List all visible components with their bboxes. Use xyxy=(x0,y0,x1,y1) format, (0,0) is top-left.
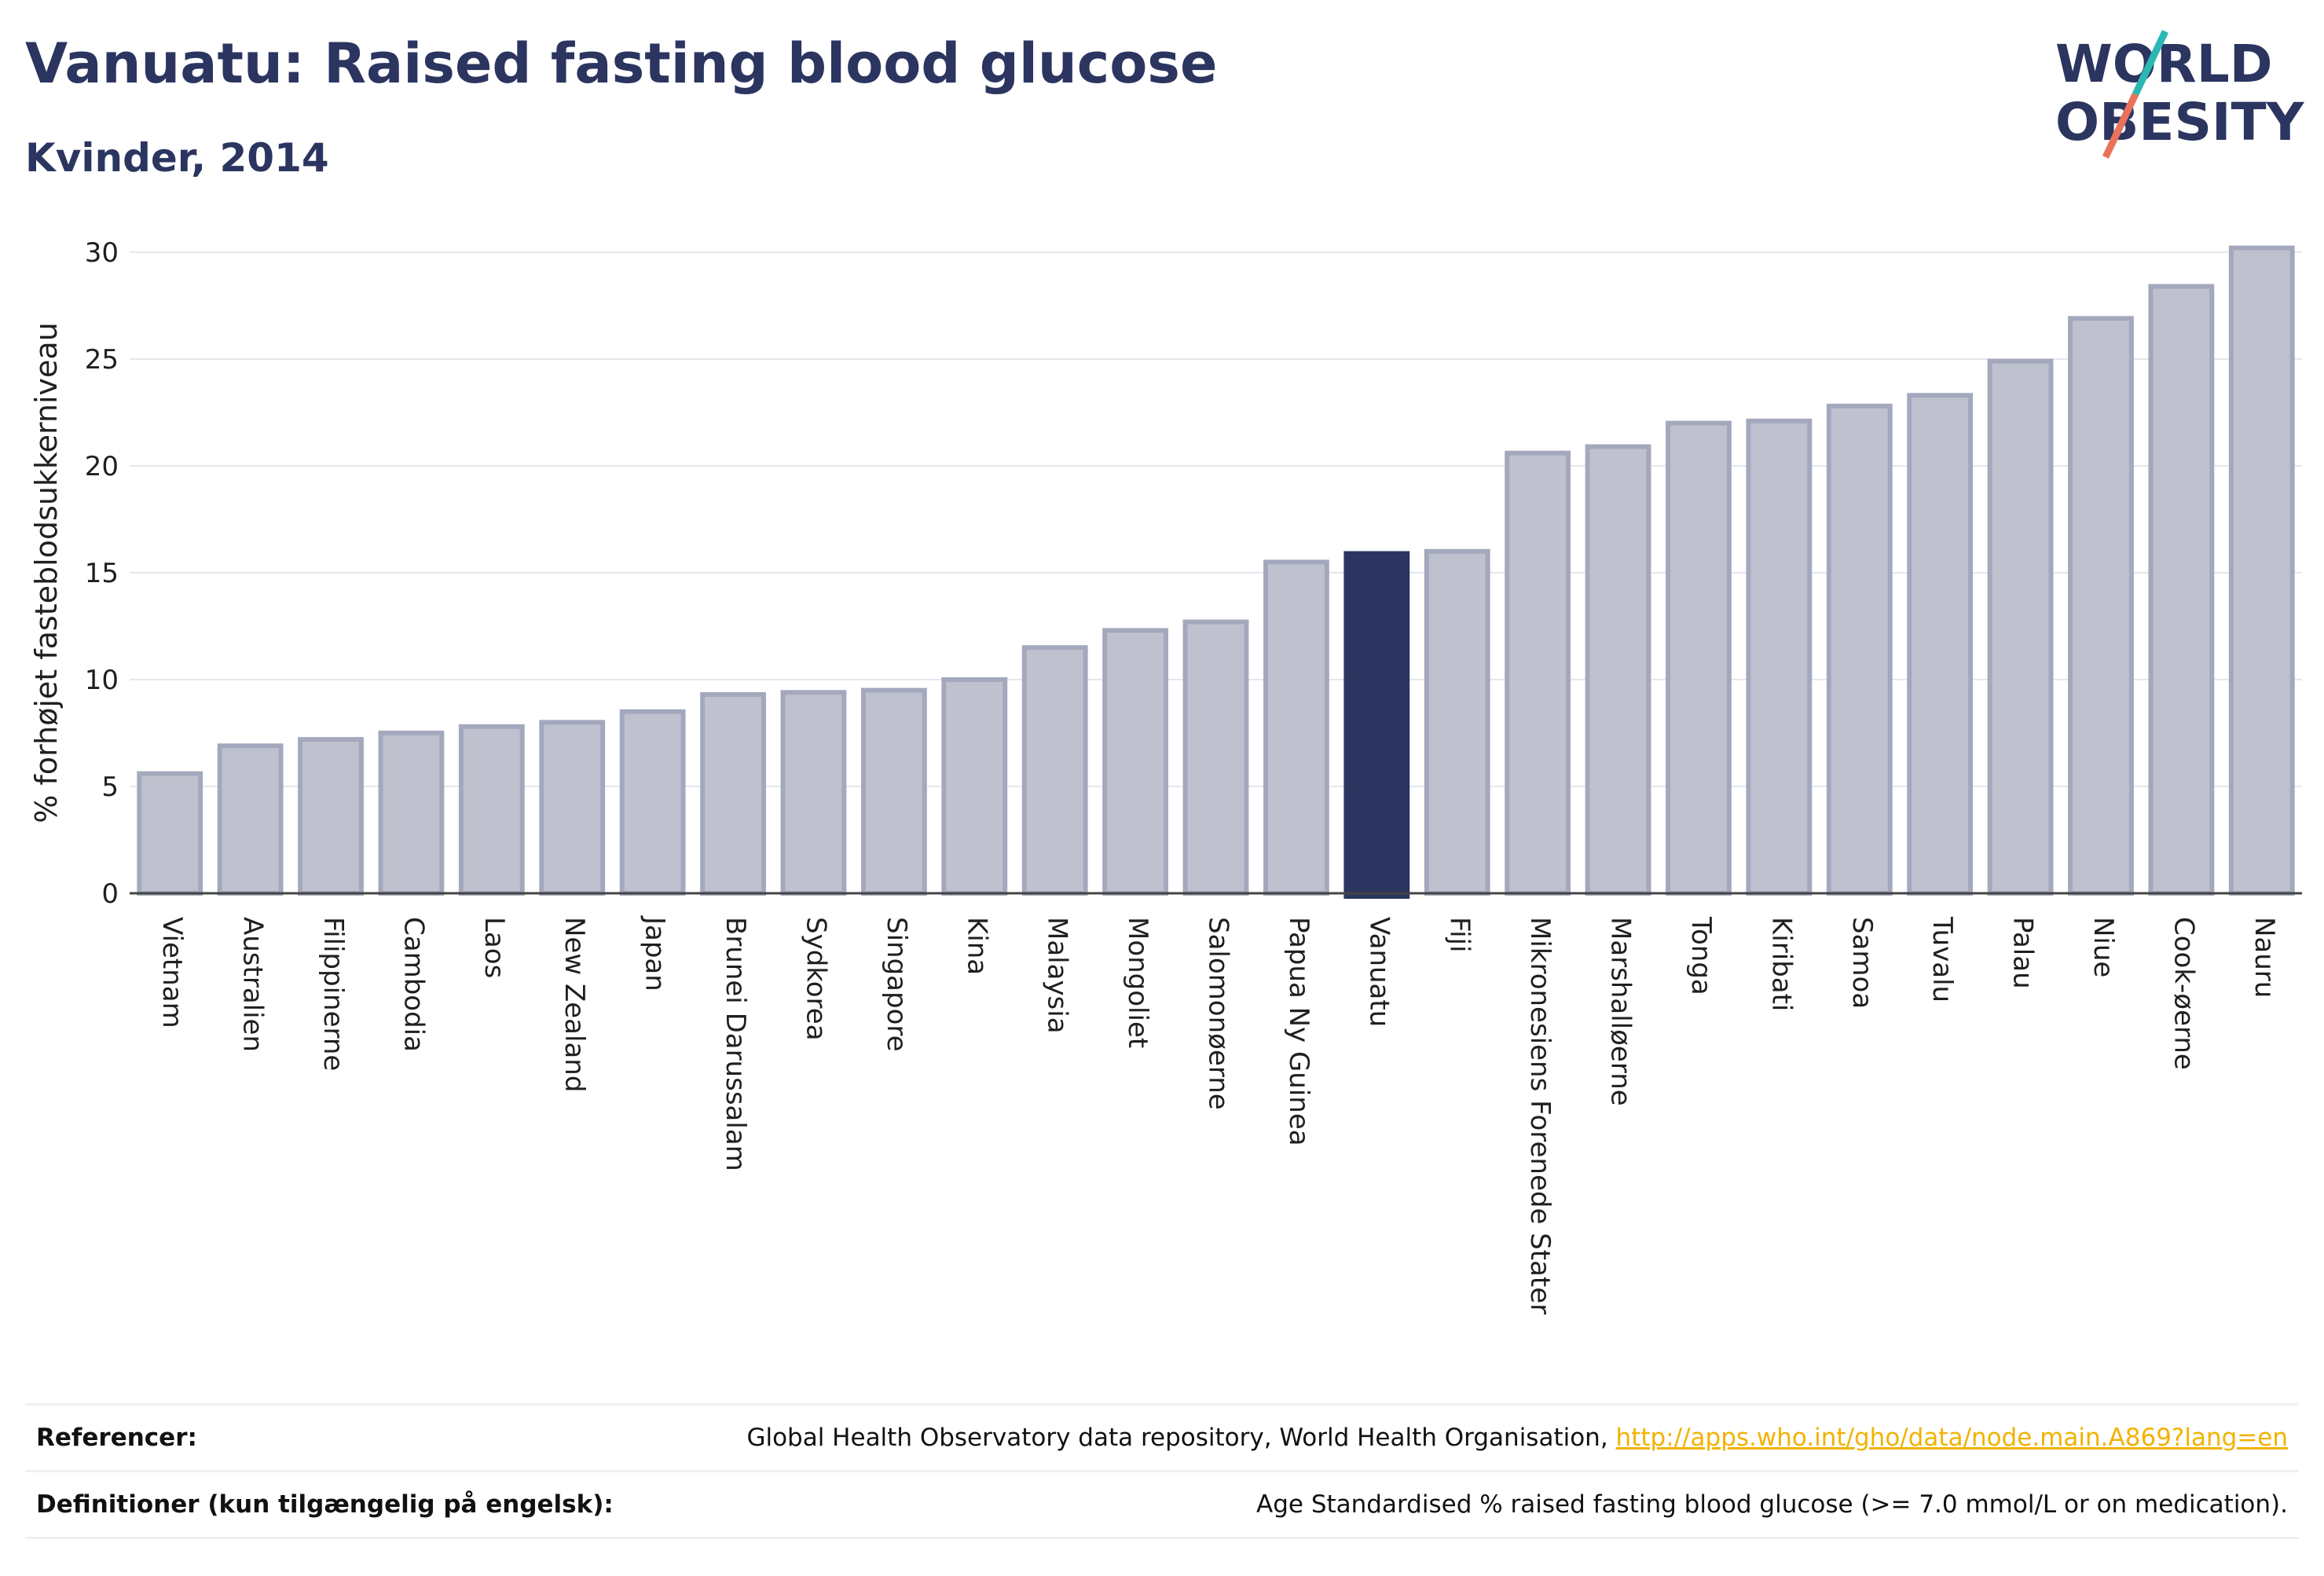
x-tick-label: Laos xyxy=(478,917,510,978)
x-tick-label: Mongoliet xyxy=(1122,917,1153,1048)
x-tick-label: Cambodia xyxy=(398,917,429,1052)
y-tick-labels: 0 5 10 15 20 25 30 xyxy=(85,237,119,910)
bar[interactable] xyxy=(378,731,445,896)
bar[interactable] xyxy=(137,771,203,896)
footer-table: Referencer: Global Health Observatory da… xyxy=(25,1403,2299,1539)
definitions-label: Definitioner (kun tilgængelig på engelsk… xyxy=(36,1490,614,1519)
bar[interactable] xyxy=(1666,420,1732,896)
y-tick-label: 0 xyxy=(101,878,119,910)
definitions-value: Age Standardised % raised fasting blood … xyxy=(1256,1490,2288,1519)
bar[interactable] xyxy=(1102,628,1169,896)
x-tick-label: Tonga xyxy=(1685,916,1717,995)
bar[interactable] xyxy=(2068,316,2134,896)
y-axis-label: % forhøjet fasteblodsukkerniveau xyxy=(29,322,64,823)
bar[interactable] xyxy=(1263,559,1329,896)
x-tick-labels: Vietnam Australien Filippinerne Cambodia Lao… xyxy=(156,915,2280,1314)
logo-line2: OBESITY xyxy=(2055,92,2305,152)
bar[interactable] xyxy=(1021,645,1088,896)
references-text: Global Health Observatory data repositor… xyxy=(746,1424,1616,1452)
x-tick-label: Filippinerne xyxy=(317,917,349,1071)
logo-line1: WORLD xyxy=(2055,34,2273,94)
bar[interactable] xyxy=(1182,619,1249,896)
bar[interactable] xyxy=(1746,418,1813,896)
y-tick-label: 30 xyxy=(85,237,119,269)
references-link[interactable]: http://apps.who.int/gho/data/node.main.A… xyxy=(1615,1424,2288,1452)
y-tick-label: 10 xyxy=(85,665,119,696)
logo-slash-bottom xyxy=(2102,93,2139,159)
x-tick-label: Papua Ny Guinea xyxy=(1283,917,1314,1146)
references-label: Referencer: xyxy=(36,1424,197,1452)
bar[interactable] xyxy=(1585,444,1651,896)
bar[interactable] xyxy=(1424,548,1490,896)
bar-highlight[interactable] xyxy=(1343,551,1410,900)
x-tick-label: Palau xyxy=(2007,917,2039,989)
bar[interactable] xyxy=(619,709,686,896)
references-value: Global Health Observatory data repositor… xyxy=(746,1424,2299,1452)
x-tick-label: Nauru xyxy=(2249,917,2280,998)
x-tick-label: Singapore xyxy=(881,917,912,1052)
x-tick-label: Marshalløerne xyxy=(1605,917,1637,1106)
bar[interactable] xyxy=(1505,450,1571,896)
bar[interactable] xyxy=(298,737,364,896)
bar[interactable] xyxy=(2228,245,2295,896)
chart-subtitle: Kvinder, 2014 xyxy=(25,135,329,181)
x-tick-label: Fiji xyxy=(1444,917,1475,952)
x-tick-label: Cook-øerne xyxy=(2168,917,2199,1070)
references-row: Referencer: Global Health Observatory da… xyxy=(25,1403,2299,1470)
x-tick-label: Brunei Darussalam xyxy=(720,917,751,1171)
x-tick-label: Kiribati xyxy=(1765,917,1797,1011)
bar[interactable] xyxy=(217,743,284,896)
bar[interactable] xyxy=(1907,393,1974,896)
bar[interactable] xyxy=(700,692,766,896)
world-obesity-logo: WORLD OBESITY xyxy=(2055,30,2305,159)
x-tick-label: Australien xyxy=(237,917,269,1052)
bar[interactable] xyxy=(539,720,606,896)
x-tick-label: Salomonøerne xyxy=(1203,917,1234,1110)
bar-chart: 0 5 10 15 20 25 30 Vietnam Australien Filippiner… xyxy=(29,237,2302,1314)
logo-slash-top xyxy=(2132,30,2169,96)
y-tick-label: 5 xyxy=(101,772,119,803)
definitions-row: Definitioner (kun tilgængelig på engelsk… xyxy=(25,1470,2299,1539)
x-tick-label: Japan xyxy=(640,915,671,991)
y-tick-label: 15 xyxy=(85,558,119,589)
x-tick-label: Mikronesiens Forenede Stater xyxy=(1524,917,1556,1314)
x-tick-label: Kina xyxy=(961,917,992,975)
x-tick-label: Vanuatu xyxy=(1363,917,1395,1027)
bar[interactable] xyxy=(941,677,1008,896)
x-tick-label: Niue xyxy=(2088,917,2119,977)
x-tick-label: Tuvalu xyxy=(1926,916,1958,1002)
y-tick-label: 20 xyxy=(85,451,119,482)
bar[interactable] xyxy=(780,690,847,896)
bar[interactable] xyxy=(860,687,927,896)
x-tick-label: Malaysia xyxy=(1042,917,1073,1034)
bar[interactable] xyxy=(458,724,525,896)
x-tick-label: Samoa xyxy=(1846,917,1878,1009)
chart-title: Vanuatu: Raised fasting blood glucose xyxy=(25,31,1218,96)
y-tick-label: 25 xyxy=(85,344,119,376)
bar[interactable] xyxy=(2148,284,2215,896)
bar[interactable] xyxy=(1987,358,2054,896)
bar[interactable] xyxy=(1826,403,1893,896)
x-tick-label: Sydkorea xyxy=(800,917,831,1041)
x-tick-label: New Zealand xyxy=(559,917,590,1092)
x-tick-label: Vietnam xyxy=(156,917,188,1028)
